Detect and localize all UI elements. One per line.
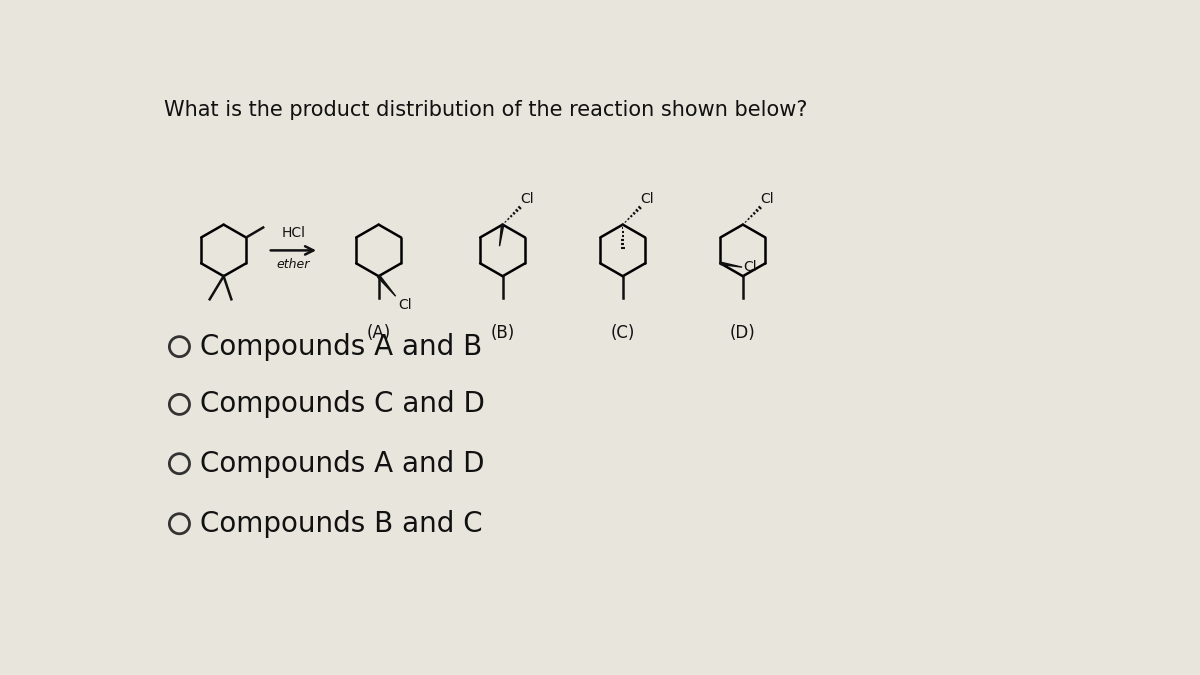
Text: (C): (C) xyxy=(611,324,635,342)
Text: ether: ether xyxy=(277,258,310,271)
Text: (B): (B) xyxy=(491,324,515,342)
Polygon shape xyxy=(720,262,742,267)
Text: Cl: Cl xyxy=(398,298,412,312)
Text: Cl: Cl xyxy=(641,192,654,206)
Text: Compounds A and D: Compounds A and D xyxy=(200,450,485,478)
Text: Compounds C and D: Compounds C and D xyxy=(200,390,485,418)
Polygon shape xyxy=(378,275,396,296)
Text: What is the product distribution of the reaction shown below?: What is the product distribution of the … xyxy=(164,101,808,120)
Polygon shape xyxy=(499,225,504,246)
Text: (D): (D) xyxy=(730,324,756,342)
Text: Cl: Cl xyxy=(521,192,534,206)
Text: Compounds A and B: Compounds A and B xyxy=(200,333,482,360)
Text: HCl: HCl xyxy=(281,226,305,240)
Text: (A): (A) xyxy=(366,324,391,342)
Text: Cl: Cl xyxy=(744,260,757,274)
Text: Cl: Cl xyxy=(761,192,774,206)
Text: Compounds B and C: Compounds B and C xyxy=(200,510,482,538)
